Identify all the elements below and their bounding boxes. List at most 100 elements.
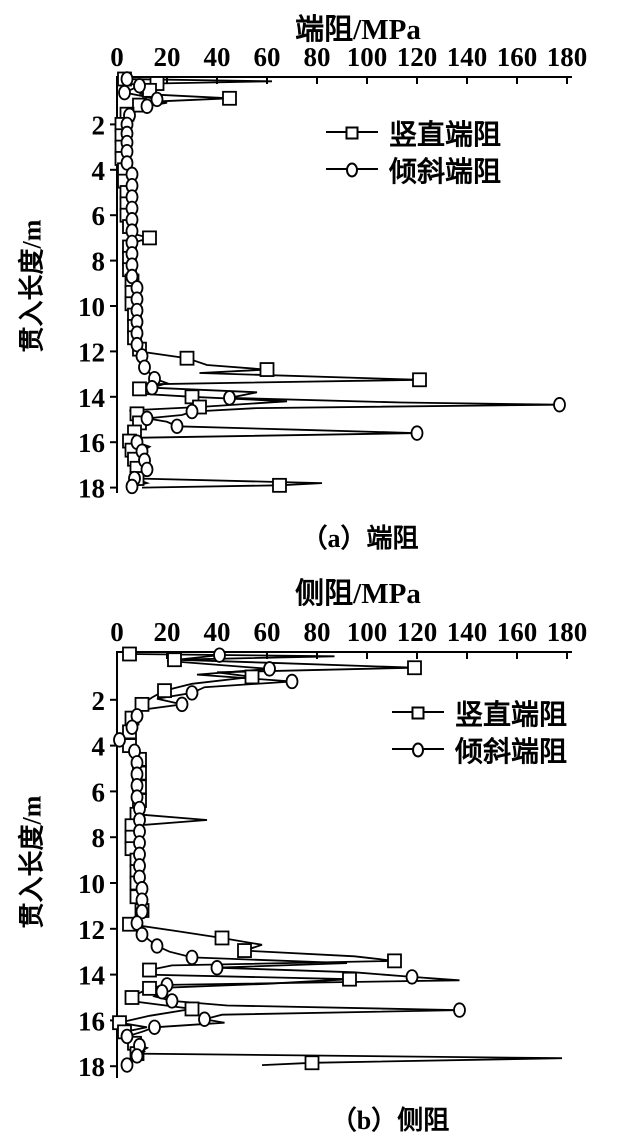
- legend-label: 竖直端阻: [455, 699, 568, 731]
- x-tick-label: 0: [110, 42, 124, 72]
- circle-marker-icon: [138, 359, 151, 375]
- y-tick-label: 8: [92, 247, 106, 277]
- axes: [116, 76, 572, 493]
- x-tick-label: 140: [447, 42, 488, 72]
- chart-a-caption: （a）端阻: [301, 524, 419, 553]
- circle-marker-icon: [120, 1057, 134, 1073]
- x-tick-label: 160: [497, 617, 538, 647]
- circle-marker-icon: [145, 380, 159, 396]
- chart-a-legend: 竖直端阻 倾斜端阻: [326, 114, 501, 188]
- x-tick-label: 20: [154, 42, 181, 72]
- circle-marker-icon: [133, 78, 146, 94]
- circle-marker-icon: [140, 410, 154, 427]
- x-tick-label: 100: [347, 42, 388, 72]
- legend-label: 竖直端阻: [389, 119, 502, 151]
- square-marker-icon: [142, 230, 157, 246]
- legend-entry-inclined-tip: 倾斜端阻: [326, 151, 501, 188]
- x-tick-label: 180: [547, 617, 588, 647]
- y-tick-label: 14: [78, 383, 105, 413]
- legend-label: 倾斜端阻: [455, 736, 568, 768]
- chart-b-legend: 竖直端阻 倾斜端阻: [392, 694, 567, 768]
- circle-marker-icon: [213, 647, 226, 663]
- x-tick-label: 20: [154, 617, 181, 647]
- y-tick-label: 14: [78, 961, 105, 991]
- x-tick-label: 80: [304, 617, 331, 647]
- legend-key: [326, 124, 378, 141]
- square-marker-icon: [237, 943, 252, 958]
- y-tick-label: 12: [78, 337, 105, 367]
- chart-b-plot: 0 20 40 60 80 100 120 140 160 180 2 4 6 8 10 12 14 16 18: [78, 617, 588, 1082]
- square-marker-icon: [214, 930, 230, 946]
- x-tick-label: 40: [204, 42, 231, 72]
- square-marker-icon: [122, 646, 137, 662]
- y-tick-label: 16: [78, 428, 105, 458]
- circle-marker-icon: [120, 1028, 134, 1045]
- square-marker-icon: [124, 990, 140, 1005]
- circle-marker-icon: [120, 71, 134, 87]
- square-marker-icon: [167, 652, 182, 668]
- legend-key: [326, 161, 378, 178]
- circle-marker-icon: [412, 742, 424, 757]
- square-marker-icon: [134, 696, 150, 712]
- x-tick-label: 60: [254, 42, 281, 72]
- circle-marker-icon: [185, 403, 199, 420]
- circle-marker-icon: [148, 1019, 161, 1035]
- y-tick-label: 8: [92, 823, 106, 853]
- legend-entry-vertical-tip: 竖直端阻: [392, 694, 567, 731]
- circle-marker-icon: [165, 993, 179, 1009]
- chart-b-caption: （b）侧阻: [330, 1106, 450, 1135]
- x-tick-label: 120: [397, 617, 438, 647]
- square-marker-icon: [222, 90, 237, 106]
- chart-b-y-axis-label: 贯入长度/m: [17, 795, 47, 929]
- circle-marker-icon: [185, 949, 199, 966]
- circle-marker-icon: [118, 84, 131, 101]
- square-marker-icon: [142, 962, 157, 978]
- y-tick-label: 6: [92, 201, 106, 231]
- x-tick-label: 140: [447, 617, 488, 647]
- axes: [116, 651, 572, 1078]
- square-marker-icon: [272, 477, 287, 493]
- square-marker-icon: [411, 706, 425, 719]
- x-tick-label: 40: [204, 617, 231, 647]
- square-marker-icon: [142, 980, 157, 996]
- circle-marker-icon: [553, 397, 566, 413]
- x-tick-label: 100: [347, 617, 388, 647]
- circle-marker-icon: [150, 91, 164, 108]
- circle-marker-icon: [285, 673, 299, 690]
- legend-entry-inclined-tip: 倾斜端阻: [392, 731, 567, 768]
- circle-marker-icon: [185, 685, 199, 701]
- circle-marker-icon: [405, 969, 419, 985]
- y-tick-label: 18: [78, 1052, 105, 1082]
- circle-marker-icon: [125, 478, 139, 495]
- circle-marker-icon: [113, 732, 126, 748]
- y-tick-label: 10: [78, 292, 105, 322]
- y-tick-label: 6: [92, 777, 106, 807]
- square-marker-icon: [345, 126, 359, 139]
- y-tick-label: 10: [78, 869, 105, 899]
- square-marker-icon: [259, 362, 275, 377]
- circle-marker-icon: [453, 1002, 466, 1018]
- square-marker-icon: [244, 669, 260, 685]
- y-tick-label: 4: [92, 156, 106, 186]
- circle-marker-icon: [155, 984, 169, 1000]
- chart-b-title: 侧阻/MPa: [295, 578, 421, 610]
- square-marker-icon: [132, 381, 147, 397]
- legend-label: 倾斜端阻: [389, 156, 502, 188]
- y-tick-label: 12: [78, 915, 105, 945]
- circle-marker-icon: [175, 696, 189, 713]
- x-tick-label: 60: [254, 617, 281, 647]
- y-tick-label: 2: [92, 110, 106, 140]
- y-tick-label: 4: [92, 732, 106, 762]
- circle-marker-icon: [130, 1048, 144, 1064]
- square-marker-icon: [412, 372, 427, 388]
- circle-marker-icon: [210, 960, 224, 976]
- circle-marker-icon: [125, 719, 139, 735]
- y-tick-label: 18: [78, 474, 105, 504]
- chart-a-plot: 0 20 40 60 80 100 120 140 160 180 2 4 6 8 10 12 14 16 18: [78, 42, 587, 504]
- circle-marker-icon: [223, 390, 236, 406]
- circle-marker-icon: [140, 461, 154, 478]
- legend-entry-vertical-tip: 竖直端阻: [326, 114, 501, 151]
- chart-a-y-axis-label: 贯入长度/m: [17, 219, 47, 353]
- circle-marker-icon: [135, 926, 149, 943]
